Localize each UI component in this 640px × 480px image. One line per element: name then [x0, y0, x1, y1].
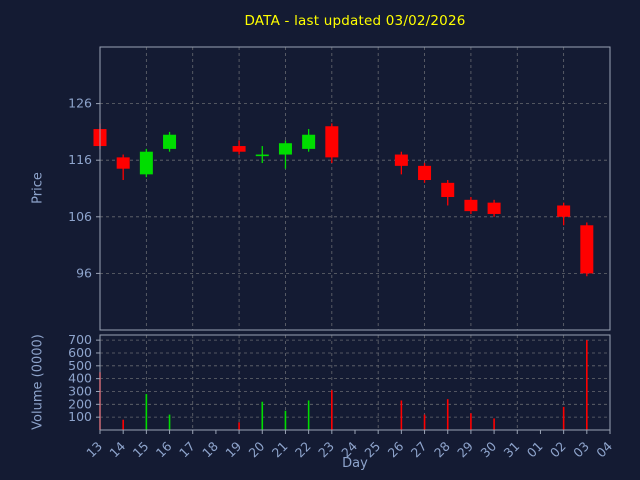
volume-plot-border: [99, 334, 611, 431]
candle-body: [255, 154, 269, 157]
x-tick-label: 01: [524, 439, 546, 461]
price-tick-label: 116: [68, 152, 92, 167]
x-tick-label: 02: [547, 439, 569, 461]
x-tick-label: 26: [385, 438, 407, 460]
candles: [93, 123, 594, 277]
volume-tick-label: 700: [68, 332, 92, 347]
volume-bars: [99, 340, 588, 430]
tick-marks: [96, 103, 611, 434]
candle-body: [557, 205, 571, 217]
x-tick-label: 13: [83, 439, 105, 461]
volume-tick-label: 300: [68, 383, 92, 398]
x-tick-label: 31: [501, 439, 523, 461]
candle-body: [418, 165, 432, 181]
gridlines: [99, 47, 611, 430]
x-tick-label: 27: [408, 439, 430, 461]
x-tick-label: 24: [338, 438, 360, 460]
volume-tick-label: 400: [68, 371, 92, 386]
candle-body: [441, 182, 455, 197]
x-tick-label: 20: [246, 438, 268, 460]
x-tick-label: 25: [361, 439, 383, 461]
x-tick-label: 04: [593, 438, 615, 460]
volume-tick-label: 100: [68, 409, 92, 424]
x-tick-label: 29: [454, 438, 476, 460]
volume-tick-label: 500: [68, 358, 92, 373]
candle-body: [325, 126, 339, 158]
candle-body: [232, 146, 246, 152]
x-tick-label: 15: [130, 439, 152, 461]
price-tick-label: 106: [68, 209, 92, 224]
candle-body: [464, 199, 478, 212]
price-tick-label: 126: [68, 96, 92, 111]
candle-body: [116, 157, 130, 169]
x-tick-label: 19: [222, 438, 244, 460]
candle-body: [139, 151, 153, 175]
x-tick-label: 17: [176, 439, 198, 461]
candle-body: [487, 202, 501, 214]
candle-body: [302, 134, 316, 149]
candle-body: [278, 143, 292, 155]
price-tick-label: 96: [76, 265, 92, 280]
x-tick-label: 22: [292, 439, 314, 461]
x-tick-label: 30: [477, 438, 499, 460]
axes: [99, 46, 611, 431]
x-tick-label: 18: [199, 438, 221, 460]
candle-body: [580, 225, 594, 274]
volume-tick-label: 600: [68, 345, 92, 360]
candle-body: [394, 154, 408, 166]
x-tick-label: 14: [106, 438, 128, 460]
x-axis-label: Day: [342, 456, 368, 471]
x-tick-label: 23: [315, 439, 337, 461]
candle-body: [163, 134, 177, 149]
x-tick-label: 21: [269, 439, 291, 461]
x-tick-label: 03: [570, 439, 592, 461]
x-tick-label: 28: [431, 438, 453, 460]
price-plot-border: [99, 46, 611, 331]
x-tick-label: 16: [153, 438, 175, 460]
volume-tick-label: 200: [68, 396, 92, 411]
chart-title: DATA - last updated 03/02/2026: [244, 13, 466, 29]
